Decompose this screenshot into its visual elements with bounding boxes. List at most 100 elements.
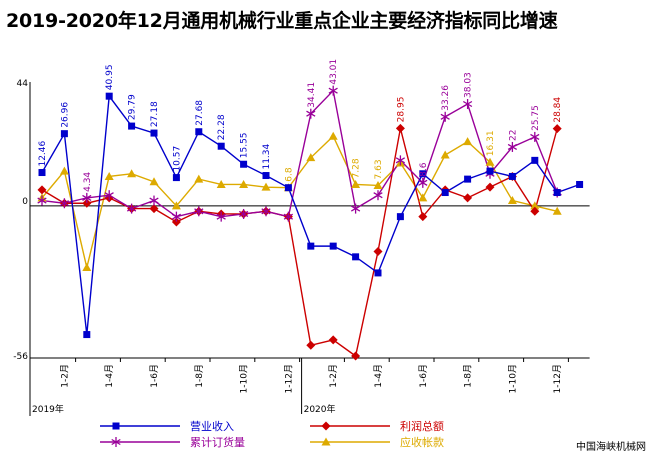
data-label: 16.31: [486, 130, 496, 156]
square-marker: [486, 167, 494, 175]
asterisk-marker: [194, 206, 204, 217]
asterisk-stroke: [530, 133, 540, 140]
data-label: 15.55: [240, 132, 250, 158]
square-marker: [374, 269, 382, 277]
data-label: 27.18: [150, 101, 160, 127]
y-tick-label: -56: [13, 352, 28, 362]
asterisk-stroke: [507, 143, 518, 151]
triangle-marker: [194, 174, 204, 183]
asterisk-stroke: [283, 213, 294, 220]
data-label: 10.57: [172, 146, 182, 172]
asterisk-marker: [111, 437, 121, 447]
square-marker: [195, 128, 203, 136]
asterisk-marker: [37, 195, 47, 206]
square-marker: [217, 142, 225, 150]
triangle-marker: [261, 182, 271, 191]
triangle-marker: [373, 180, 383, 189]
data-label: 7.63: [374, 159, 384, 179]
triangle-marker: [239, 179, 249, 188]
asterisk-stroke: [350, 205, 361, 212]
legend-label: 营业收入: [190, 419, 234, 433]
series-lines: [41, 89, 580, 358]
data-label: 25.75: [531, 105, 541, 131]
asterisk-marker: [373, 190, 383, 201]
triangle-marker: [530, 201, 540, 210]
square-marker: [553, 189, 561, 197]
asterisk-marker: [171, 211, 182, 222]
data-label: 28.95: [396, 97, 406, 123]
x-tick-label: 1-2月: [328, 364, 339, 388]
asterisk-marker: [507, 141, 518, 152]
triangle-marker: [171, 201, 181, 210]
asterisk-marker: [261, 206, 271, 217]
asterisk-stroke: [37, 197, 47, 204]
square-marker: [240, 160, 248, 168]
chart-axes: 44 0 -56 1-2月 1-4月 1-6月 1-8月 1-10月 1-12月 1-2月 1-4月…: [13, 79, 590, 416]
asterisk-marker: [283, 211, 294, 222]
legend-label: 利润总额: [400, 419, 444, 433]
square-marker: [112, 422, 120, 430]
triangle-marker: [149, 177, 159, 186]
x-tick-label: 1-2月: [59, 364, 70, 388]
diamond-marker: [328, 335, 338, 345]
asterisk-marker: [440, 111, 450, 122]
chart-title: 2019-2020年12月通用机械行业重点企业主要经济指标同比增速: [6, 10, 558, 32]
asterisk-stroke: [82, 194, 92, 201]
diamond-marker: [418, 212, 428, 222]
asterisk-stroke: [194, 208, 204, 215]
asterisk-marker: [59, 198, 70, 209]
asterisk-stroke: [126, 205, 137, 212]
asterisk-stroke: [328, 87, 338, 94]
asterisk-marker: [238, 208, 249, 219]
asterisk-marker: [530, 131, 540, 142]
data-label: 22.28: [217, 114, 227, 140]
square-marker: [38, 169, 46, 177]
asterisk-stroke: [440, 113, 450, 120]
square-marker: [396, 213, 404, 221]
asterisk-stroke: [418, 179, 428, 186]
year-label: 2019年: [32, 403, 64, 415]
square-marker: [576, 180, 584, 188]
x-tick-label: 1-8月: [463, 364, 474, 388]
triangle-marker: [321, 437, 331, 446]
triangle-marker: [127, 169, 137, 178]
asterisk-marker: [82, 192, 92, 203]
data-label: 12.46: [38, 140, 48, 166]
asterisk-marker: [149, 195, 159, 206]
asterisk-stroke: [373, 192, 383, 199]
square-marker: [83, 331, 91, 339]
x-tick-label: 1-12月: [283, 364, 294, 393]
asterisk-stroke: [238, 210, 249, 218]
data-labels: 12.46 26.96 40.95 29.79 27.18 10.57 27.68 22.28…: [38, 59, 563, 192]
data-label: 33.26: [441, 85, 451, 111]
asterisk-marker: [126, 203, 137, 214]
square-marker: [307, 242, 315, 250]
data-label: 27.68: [195, 100, 205, 126]
x-tick-label: 1-4月: [104, 364, 115, 388]
diamond-marker: [321, 421, 331, 431]
square-marker: [464, 175, 472, 183]
square-marker: [531, 156, 539, 164]
diamond-marker: [373, 246, 383, 256]
square-marker: [105, 92, 113, 100]
diamond-marker: [351, 351, 361, 361]
diamond-marker: [395, 123, 405, 133]
data-label: 40.95: [105, 64, 115, 90]
data-label: 26.96: [60, 102, 70, 128]
square-marker: [419, 170, 427, 178]
year-label: 2020年: [304, 403, 336, 415]
square-marker: [128, 122, 136, 130]
asterisk-stroke: [462, 100, 473, 108]
triangle-marker: [104, 171, 114, 180]
asterisk-marker: [395, 155, 406, 166]
diamond-marker: [306, 340, 316, 350]
series-line: [41, 94, 580, 335]
square-marker: [352, 253, 360, 261]
asterisk-stroke: [104, 192, 114, 199]
triangle-marker: [59, 166, 69, 175]
data-label: 43.01: [329, 59, 339, 85]
data-label: 38.03: [464, 72, 474, 98]
triangle-marker: [351, 179, 361, 188]
